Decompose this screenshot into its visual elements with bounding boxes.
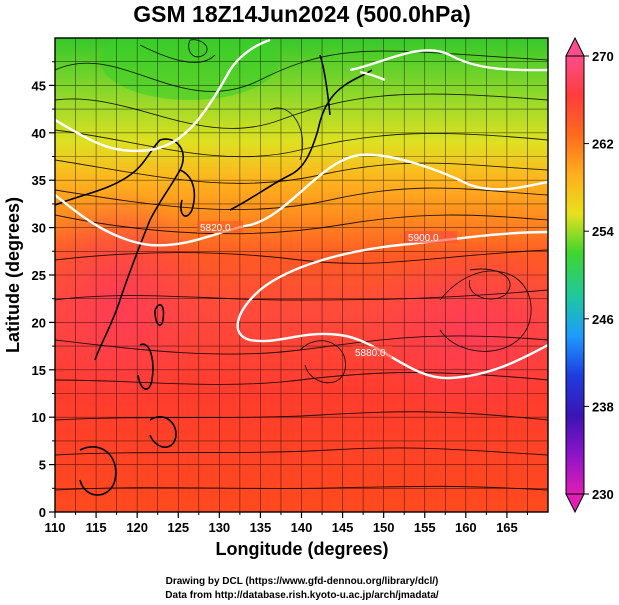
y-axis: 0 5 10 15 20 25 30 35 40 45 (32, 61, 55, 520)
colorbar-bottom-arrow (565, 493, 585, 514)
contour-5900-b (359, 70, 386, 82)
y-tick-label: 30 (32, 221, 46, 236)
streamline (55, 214, 548, 235)
colorbar: 270 262 254 246 238 230 (565, 36, 614, 514)
x-tick-label: 110 (45, 520, 66, 535)
y-tick-label: 25 (32, 268, 46, 283)
y-tick-label: 35 (32, 173, 46, 188)
map-title: GSM 18Z14Jun2024 (500.0hPa) (133, 1, 471, 27)
contour-5900 (236, 230, 548, 380)
colorbar-tick-label: 246 (592, 312, 614, 327)
contour-label-5820: 5820.0 (200, 223, 231, 234)
colorbar-tick-label: 270 (592, 49, 614, 64)
credit-line-data: Data from http://database.rish.kyoto-u.a… (165, 590, 439, 601)
streamline (269, 107, 304, 161)
colorbar-tick-label: 254 (592, 224, 614, 239)
streamline (55, 187, 548, 211)
x-tick-label: 145 (332, 520, 354, 535)
colorbar-bar (565, 55, 585, 495)
x-tick-label: 125 (167, 520, 189, 535)
colorbar-tick-label: 230 (592, 487, 614, 502)
contour-label-bg (197, 221, 243, 233)
colorbar-top-arrow (565, 36, 585, 57)
plot-area: 5820.0 5900.0 5880.0 (55, 38, 548, 512)
cool-core-north (100, 38, 280, 100)
y-tick-label: 10 (32, 410, 46, 425)
credit-line-drawing: Drawing by DCL (https://www.gfd-dennou.o… (166, 576, 439, 587)
streamline (55, 411, 548, 421)
contour-label-bg (405, 231, 457, 243)
coastline-japan (229, 69, 373, 211)
coastline-borneo (79, 446, 117, 496)
contour-label-5900: 5880.0 (355, 348, 386, 359)
streamline (55, 249, 548, 264)
contour-label-5880: 5900.0 (408, 233, 439, 244)
colorbar-tick-label: 238 (592, 399, 614, 414)
x-tick-label: 165 (496, 520, 518, 535)
x-axis-label: Longitude (degrees) (215, 539, 388, 559)
streamline (55, 129, 548, 158)
lat-lon-grid (55, 38, 548, 512)
coastline-sakhalin (319, 54, 331, 116)
colorbar-tick-label: 262 (592, 137, 614, 152)
contour-5880 (55, 153, 548, 247)
x-tick-label: 160 (455, 520, 477, 535)
x-tick-label: 120 (126, 520, 148, 535)
coastline-korea (179, 169, 196, 217)
contour-5820 (55, 38, 271, 153)
x-axis: 110 115 120 125 130 135 140 145 150 155 160 165 (45, 512, 528, 535)
streamline (55, 289, 548, 301)
x-tick-label: 150 (373, 520, 395, 535)
warm-core-east (360, 240, 548, 420)
height-contours (55, 38, 548, 380)
colorbar-ticks: 270 262 254 246 238 230 (584, 49, 614, 502)
y-tick-label: 40 (32, 126, 46, 141)
streamline (55, 372, 548, 385)
contour-5820-b (349, 49, 548, 72)
y-tick-label: 5 (39, 458, 46, 473)
coastline-asia (55, 138, 185, 361)
x-tick-label: 115 (86, 520, 107, 535)
streamline (55, 447, 548, 456)
streamline (139, 44, 216, 63)
x-tick-label: 140 (291, 520, 313, 535)
streamline (439, 270, 532, 352)
streamline (469, 268, 511, 300)
coastline-luzon (137, 343, 154, 390)
y-tick-label: 0 (39, 505, 46, 520)
y-tick-label: 20 (32, 315, 46, 330)
streamline (55, 93, 548, 129)
contour-label-bg (352, 346, 392, 358)
y-tick-label: 15 (32, 363, 46, 378)
x-tick-label: 130 (208, 520, 230, 535)
coastline-taiwan (154, 304, 165, 326)
y-axis-label: Latitude (degrees) (3, 197, 23, 353)
x-tick-label: 155 (414, 520, 436, 535)
x-tick-label: 135 (250, 520, 272, 535)
y-tick-label: 45 (32, 78, 46, 93)
